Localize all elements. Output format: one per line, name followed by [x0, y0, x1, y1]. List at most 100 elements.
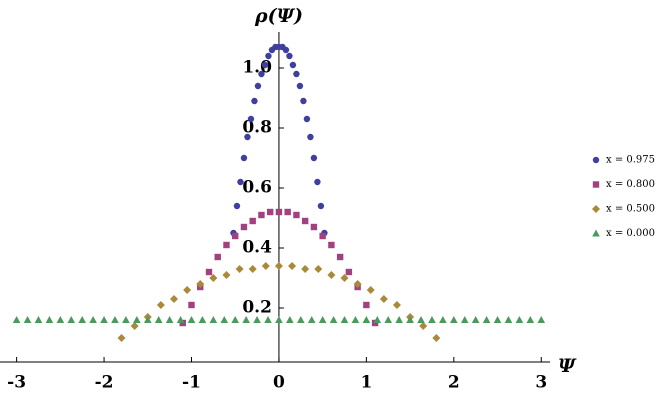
data-point [251, 97, 258, 105]
x-axis-label: Ψ [558, 355, 577, 377]
data-point [237, 178, 244, 186]
data-point [154, 316, 163, 323]
data-point [248, 265, 257, 273]
legend-label: x = 0.000 [606, 228, 655, 239]
data-point [286, 316, 294, 323]
data-point [419, 322, 428, 330]
data-point [392, 301, 401, 309]
data-point [232, 232, 239, 240]
data-point [296, 316, 305, 323]
data-point [122, 316, 130, 323]
data-point [317, 202, 325, 210]
data-point [240, 154, 248, 162]
data-point [261, 262, 270, 270]
legend-label: x = 0.975 [606, 155, 655, 166]
data-point [89, 316, 97, 323]
data-point [329, 316, 338, 323]
data-point [362, 316, 371, 323]
data-point [395, 316, 403, 323]
data-point [209, 274, 218, 282]
data-point [515, 316, 524, 323]
data-point [282, 46, 290, 54]
data-point [300, 97, 307, 105]
data-point [439, 316, 447, 323]
data-point [504, 316, 513, 323]
data-point [345, 268, 353, 276]
legend-marker [592, 181, 600, 188]
data-point [223, 241, 230, 249]
data-point [293, 211, 300, 219]
data-point [319, 232, 326, 240]
data-point [275, 208, 283, 216]
data-point [258, 211, 265, 219]
data-point [170, 295, 179, 303]
data-point [432, 334, 441, 342]
data-point [143, 316, 152, 323]
data-point [366, 286, 375, 294]
data-point [293, 70, 300, 78]
data-point [233, 202, 241, 210]
data-point [286, 52, 293, 60]
legend-label: x = 0.800 [606, 179, 655, 190]
data-point [156, 301, 165, 309]
x-tick-label: 0 [273, 373, 285, 393]
data-point [254, 82, 262, 90]
data-point [336, 253, 344, 261]
legend-marker [592, 229, 600, 237]
data-point [340, 274, 349, 282]
data-point [284, 208, 291, 216]
data-point [307, 133, 314, 141]
data-point [288, 262, 297, 270]
data-point [34, 316, 43, 323]
data-point [289, 61, 297, 69]
x-tick-label: 1 [360, 373, 372, 393]
y-tick-label: 0.4 [242, 238, 272, 258]
data-point [314, 178, 321, 186]
data-point [384, 316, 393, 323]
data-point [220, 316, 229, 323]
data-point [117, 334, 126, 342]
data-point [23, 316, 32, 323]
data-point [265, 52, 272, 60]
data-point [471, 316, 480, 323]
data-point [261, 61, 269, 69]
data-point [100, 316, 108, 323]
data-point [183, 286, 192, 294]
data-point [450, 316, 458, 323]
y-tick-label: 0.8 [242, 118, 272, 138]
data-point [296, 82, 304, 90]
legend-marker [592, 156, 600, 164]
data-point [266, 208, 274, 216]
data-point [253, 316, 261, 323]
data-point [78, 316, 86, 323]
data-point [314, 265, 323, 273]
data-point [537, 316, 546, 323]
data-point [303, 115, 311, 123]
x-tick-label: -1 [182, 373, 201, 393]
data-point [130, 322, 139, 330]
data-point [301, 265, 310, 273]
data-point [244, 133, 251, 141]
data-point [406, 316, 414, 323]
data-point [249, 217, 256, 225]
data-point [417, 316, 425, 323]
data-point [274, 262, 283, 270]
y-tick-label: 1.0 [242, 58, 272, 78]
data-point [328, 241, 335, 249]
legend-label: x = 0.500 [606, 204, 655, 215]
data-point [340, 316, 349, 323]
data-point [526, 316, 535, 323]
data-point [310, 223, 318, 231]
data-point [353, 280, 362, 288]
data-point [133, 316, 141, 323]
data-point [196, 280, 205, 288]
data-point [235, 265, 244, 273]
data-point [165, 316, 174, 323]
data-point [493, 316, 502, 323]
data-point [198, 316, 207, 323]
data-point [214, 253, 221, 261]
data-point [258, 70, 265, 78]
x-tick-label: 3 [535, 373, 547, 393]
data-point [231, 316, 240, 323]
